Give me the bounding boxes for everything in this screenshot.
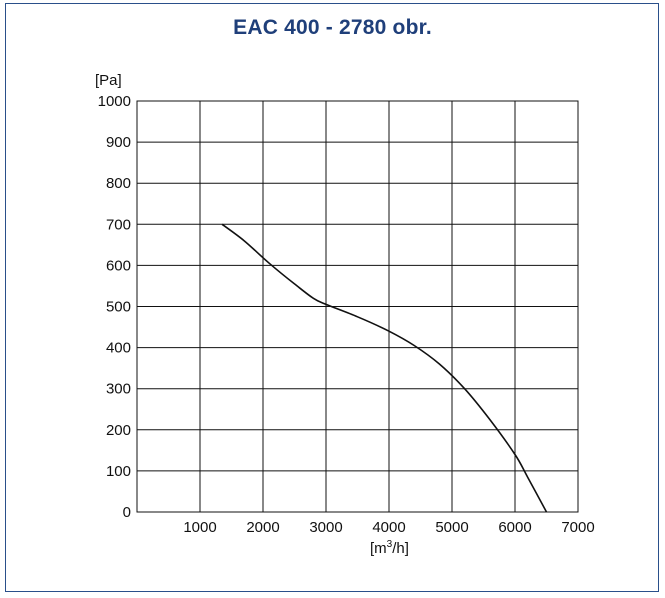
y-tick-label: 800 xyxy=(106,175,131,192)
y-tick-label: 600 xyxy=(106,257,131,274)
x-axis-label: [m3/h] xyxy=(370,539,409,557)
x-tick-label: 6000 xyxy=(498,519,531,536)
y-tick-label: 200 xyxy=(106,422,131,439)
y-tick-label: 400 xyxy=(106,340,131,357)
y-axis-label: [Pa] xyxy=(95,72,122,89)
chart-title: EAC 400 - 2780 obr. xyxy=(233,16,432,39)
y-tick-labels: 0 100 200 300 400 500 600 700 800 900 1000 xyxy=(98,93,131,521)
x-tick-label: 7000 xyxy=(561,519,594,536)
y-tick-label: 700 xyxy=(106,216,131,233)
x-axis-label-tail: /h] xyxy=(392,540,409,557)
grid xyxy=(137,100,579,513)
x-tick-labels: 1000 2000 3000 4000 5000 6000 7000 xyxy=(183,519,594,536)
y-tick-label: 1000 xyxy=(98,93,131,110)
x-axis-label-base: [m xyxy=(370,540,387,557)
x-tick-label: 3000 xyxy=(309,519,342,536)
x-axis-label-sup: 3 xyxy=(387,539,393,550)
y-tick-label: 300 xyxy=(106,381,131,398)
y-tick-label: 900 xyxy=(106,134,131,151)
plot-area-border xyxy=(136,100,579,513)
x-tick-label: 4000 xyxy=(372,519,405,536)
y-tick-label: 100 xyxy=(106,463,131,480)
series-line xyxy=(221,223,548,513)
y-tick-label: 500 xyxy=(106,299,131,316)
y-tick-label: 0 xyxy=(123,504,131,521)
x-tick-label: 1000 xyxy=(183,519,216,536)
x-tick-label: 5000 xyxy=(435,519,468,536)
x-tick-label: 2000 xyxy=(246,519,279,536)
